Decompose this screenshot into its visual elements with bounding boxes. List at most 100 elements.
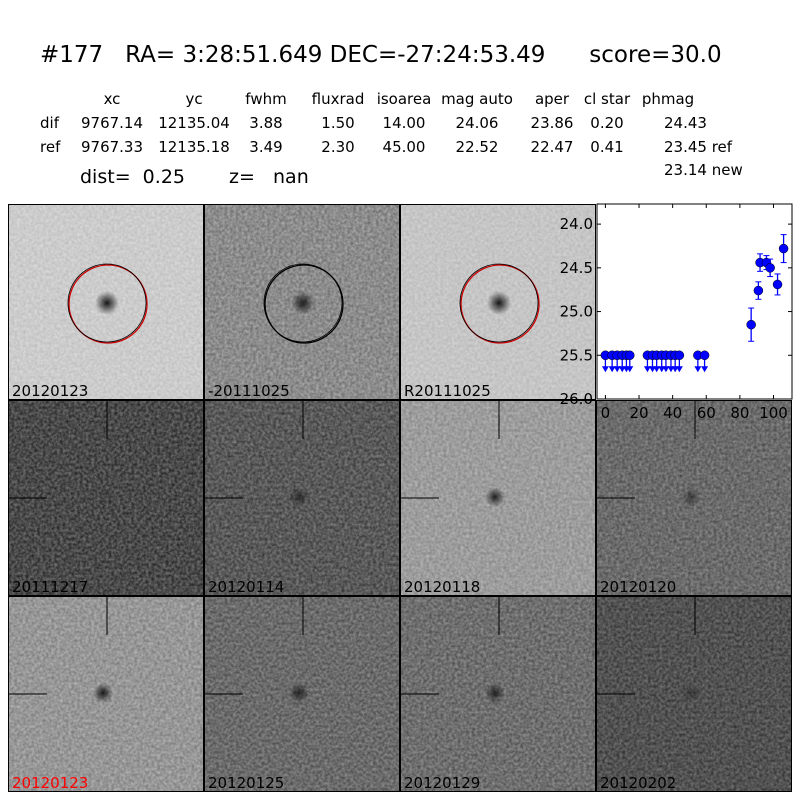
stamp-date-label: -20111025: [208, 382, 290, 400]
image-stamp[interactable]: 20111217: [8, 400, 204, 596]
table-cell: 3.49: [249, 138, 283, 156]
table-cell: 3.88: [249, 114, 283, 132]
image-stamp[interactable]: 20120123: [8, 204, 204, 400]
detection-point: [746, 319, 756, 330]
upper-limit-arrowhead: [701, 366, 709, 373]
lightcurve-chart: 0 20 40 60 80 100 24.0 24.5 25.0 25.5 26.0: [560, 203, 793, 422]
image-stamp[interactable]: 20120129: [400, 596, 596, 792]
image-stamp[interactable]: 20120202: [596, 596, 792, 792]
image-stamp[interactable]: 20120125: [204, 596, 400, 792]
column-header: cl star: [583, 90, 631, 108]
column-header: phmag: [641, 90, 695, 108]
stamp-date-label: 20120118: [404, 578, 481, 596]
stamp-image: [9, 401, 203, 595]
stamp-image: [9, 597, 203, 791]
upper-limit-arrowhead: [601, 366, 609, 373]
table-cell: 24.06: [455, 114, 499, 132]
upper-limit-arrowhead: [608, 366, 616, 373]
upper-limit-point: [699, 350, 710, 361]
table-cell: 1.50: [321, 114, 355, 132]
y-tick-label: 25.0: [560, 303, 593, 321]
stamp-date-label: R20111025: [404, 382, 491, 400]
upper-limit-arrowhead: [643, 366, 651, 373]
y-tick-label: 24.5: [560, 259, 593, 277]
detection-point: [778, 243, 789, 254]
stamp-image: [205, 597, 399, 791]
x-tick-label: 60: [697, 404, 716, 422]
table-cell: 22.52: [455, 138, 499, 156]
image-stamp[interactable]: R20111025: [400, 204, 596, 400]
upper-limit-arrowhead: [694, 366, 702, 373]
dist: dist= 0.25: [80, 166, 185, 188]
x-tick-label: 0: [601, 404, 611, 422]
table-cell: 24.43: [664, 114, 707, 132]
stamp-date-label: 20120125: [208, 774, 285, 792]
stamp-image: [597, 401, 791, 595]
stamp-image: [205, 205, 399, 399]
column-header: yc: [185, 90, 203, 108]
score: score=30.0: [589, 42, 722, 68]
upper-limit-arrowhead: [662, 366, 670, 373]
upper-limit-point: [625, 350, 635, 361]
stamp-image: [205, 401, 399, 595]
table-cell: 23.45 ref: [664, 138, 733, 156]
table-cell: 12135.18: [158, 138, 230, 156]
table-cell: 23.86: [530, 114, 574, 132]
upper-limit-arrowhead: [675, 366, 683, 373]
image-stamp[interactable]: 20120114: [204, 400, 400, 596]
upper-limit-arrowhead: [613, 366, 621, 373]
upper-limit-arrowhead: [626, 366, 634, 373]
detection-point: [753, 285, 764, 296]
image-stamp[interactable]: 20120118: [400, 400, 596, 596]
column-header: mag auto: [441, 90, 513, 108]
x-tick-label: 40: [663, 404, 682, 422]
ra: RA= 3:28:51.649: [125, 42, 323, 68]
table-cell: 2.30: [321, 138, 355, 156]
stamp-date-label: 20120114: [208, 578, 285, 596]
detection-point: [765, 263, 775, 273]
candidate-id: #177: [40, 42, 104, 68]
table-cell: 22.47: [530, 138, 574, 156]
stamp-image: [9, 205, 203, 399]
image-stamp[interactable]: 20120123: [8, 596, 204, 792]
image-stamp[interactable]: -20111025: [204, 204, 400, 400]
stamp-date-label: 20120129: [404, 774, 481, 792]
stamp-image: [401, 205, 595, 399]
stamp-date-label: 20120123: [12, 382, 89, 400]
redshift: z= nan: [229, 166, 309, 188]
stamp-image: [401, 597, 595, 791]
stamp-date-label: 20120120: [600, 578, 677, 596]
phmag-new: 23.14 new: [664, 161, 743, 179]
table-cell: 45.00: [382, 138, 426, 156]
row-label: dif: [40, 114, 59, 132]
dec: DEC=-27:24:53.49: [329, 42, 546, 68]
table-cell: 0.41: [590, 138, 624, 156]
upper-limit-point: [674, 350, 685, 361]
stamp-date-label: 20111217: [12, 578, 89, 596]
upper-limit-arrowhead: [653, 366, 661, 373]
y-tick-label: 24.0: [560, 215, 593, 233]
image-stamp[interactable]: 20120120: [596, 400, 792, 596]
x-tick-label: 80: [730, 404, 749, 422]
title: #177 RA= 3:28:51.649 DEC=-27:24:53.49 sc…: [40, 42, 722, 68]
y-tick-label: 25.5: [560, 346, 593, 364]
table-cell: 0.20: [590, 114, 624, 132]
table-cell: 14.00: [382, 114, 426, 132]
stamp-date-label: 20120202: [600, 774, 677, 792]
column-header: aper: [534, 90, 570, 108]
column-header: isoarea: [376, 90, 432, 108]
column-header: xc: [103, 90, 121, 108]
y-tick-label: 26.0: [560, 390, 593, 408]
x-tick-label: 20: [629, 404, 648, 422]
row-label: ref: [40, 138, 61, 156]
column-header: fwhm: [245, 90, 287, 108]
table-cell: 12135.04: [158, 114, 230, 132]
table-cell: 9767.33: [80, 138, 144, 156]
x-tick-label: 100: [759, 404, 788, 422]
detection-point: [772, 279, 783, 290]
stamp-image: [401, 401, 595, 595]
stamp-image: [597, 597, 791, 791]
stamp-date-label: 20120123: [12, 774, 89, 792]
column-header: fluxrad: [311, 90, 365, 108]
table-cell: 9767.14: [80, 114, 144, 132]
